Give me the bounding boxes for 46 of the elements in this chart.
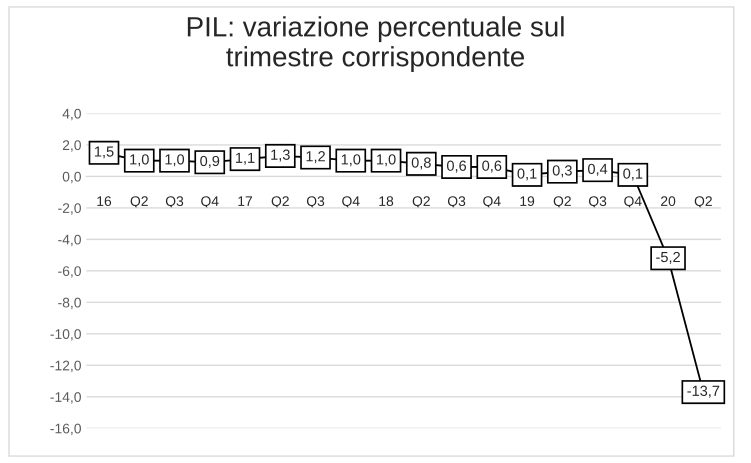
data-label: 0,1 — [623, 168, 642, 180]
x-tick-label: 20 — [661, 196, 676, 206]
y-tick-label: -10,0 — [50, 329, 81, 341]
y-tick-label: 0,0 — [62, 172, 81, 184]
x-tick-label: 17 — [238, 196, 252, 206]
data-label: 1,0 — [165, 154, 184, 166]
data-label: 0,3 — [552, 165, 572, 178]
x-tick-label: 18 — [379, 196, 394, 206]
data-label: 1,0 — [377, 154, 396, 166]
y-tick-label: -8,0 — [58, 298, 81, 310]
x-tick-label: Q2 — [554, 196, 571, 209]
data-label: 1,5 — [94, 146, 114, 158]
y-tick-label: -14,0 — [50, 392, 81, 404]
y-tick-label: 2,0 — [62, 140, 81, 152]
data-label: 0,4 — [588, 164, 608, 176]
data-label: 1,0 — [130, 154, 149, 166]
x-tick-label: Q2 — [130, 196, 148, 209]
x-tick-label: Q2 — [272, 196, 289, 209]
data-label: 1,1 — [236, 152, 254, 165]
y-tick-label: -4,0 — [58, 234, 81, 246]
y-tick-label: -16,0 — [50, 424, 81, 436]
data-label: 1,3 — [271, 150, 290, 162]
data-label: 0,9 — [200, 156, 220, 168]
chart-title: PIL: variazione percentuale sul trimestre corrispondente — [188, 16, 564, 72]
x-tick-label: 19 — [520, 196, 534, 206]
x-tick-label: Q4 — [483, 196, 501, 209]
x-tick-label: Q3 — [588, 196, 606, 209]
data-label: 0,1 — [517, 168, 536, 180]
x-tick-label: Q2 — [694, 196, 712, 209]
data-label: 0,6 — [482, 160, 502, 173]
data-label: 0,8 — [412, 157, 431, 170]
data-label: 0,6 — [446, 160, 466, 173]
x-tick-label: Q3 — [166, 196, 184, 209]
y-tick-label: -12,0 — [50, 360, 81, 372]
data-label: 1,0 — [342, 154, 360, 166]
x-tick-label: Q4 — [201, 196, 219, 209]
x-tick-label: Q4 — [342, 196, 360, 209]
y-tick-label: -2,0 — [58, 203, 81, 215]
x-tick-label: Q3 — [448, 196, 466, 209]
x-tick-label: Q3 — [306, 196, 324, 209]
y-tick-label: 4,0 — [62, 108, 81, 120]
y-tick-label: -6,0 — [58, 266, 81, 278]
x-tick-label: Q4 — [624, 196, 642, 209]
x-tick-label: 16 — [97, 196, 112, 206]
data-label: 1,2 — [306, 151, 325, 164]
x-tick-label: Q2 — [412, 196, 430, 209]
